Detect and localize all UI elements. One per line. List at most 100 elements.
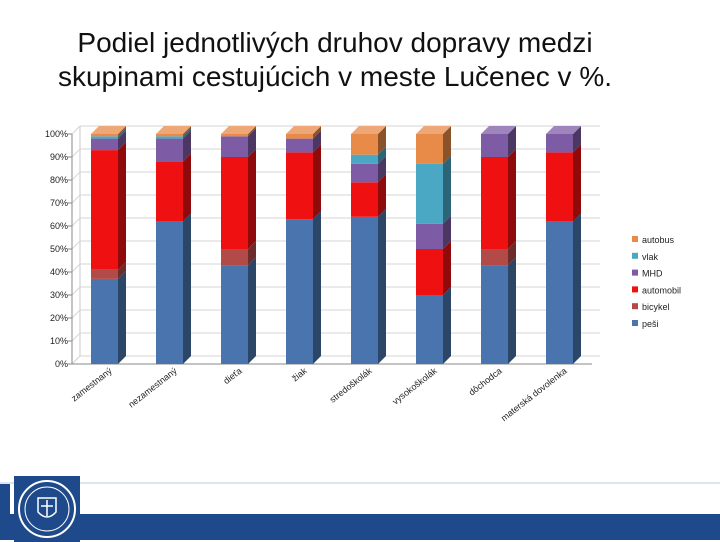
bar-side-autobus <box>313 126 321 139</box>
bar-side-bicykel <box>118 261 126 279</box>
bar-side-MHD <box>183 130 191 162</box>
gridline-depth <box>71 148 81 158</box>
gridline-depth <box>71 332 81 342</box>
bar-side-pesi <box>183 213 191 364</box>
legend-label-autobus: autobus <box>642 235 675 245</box>
bar-side-vlak <box>118 128 126 139</box>
legend-swatch-pesi <box>632 320 638 326</box>
y-tick-label: 60% <box>50 221 68 231</box>
bar-segment-automobil <box>546 152 573 222</box>
bar-segment-MHD <box>156 138 183 162</box>
legend-label-pesi: peši <box>642 319 659 329</box>
gridline-depth <box>71 194 81 204</box>
bar-segment-pesi <box>286 219 313 364</box>
bar-segment-automobil <box>221 157 248 249</box>
bar-side-vlak <box>378 146 386 164</box>
bar-side-pesi <box>508 257 516 364</box>
bar-segment-autobus <box>221 134 248 137</box>
bar-segment-autobus <box>351 134 378 155</box>
bar-segment-bicykel <box>91 269 118 279</box>
legend-label-vlak: vlak <box>642 252 659 262</box>
y-tick-label: 30% <box>50 290 68 300</box>
x-tick-label: dieťa <box>222 366 244 386</box>
gridline-depth <box>71 125 81 135</box>
bar-segment-automobil <box>286 152 313 220</box>
bar-segment-MHD <box>221 136 248 157</box>
bar-side-automobil <box>443 241 451 295</box>
bar-side-automobil <box>183 153 191 222</box>
bar-segment-bicykel <box>221 249 248 266</box>
y-tick-label: 50% <box>50 244 68 254</box>
bar-side-bicykel <box>508 241 516 266</box>
bar-side-vlak <box>443 155 451 224</box>
bar-segment-autobus <box>416 134 443 164</box>
bar-side-MHD <box>378 155 386 183</box>
bar-side-automobil <box>378 174 386 217</box>
bar-side-bicykel <box>248 241 256 266</box>
bar-top-face <box>416 126 451 134</box>
stacked-bar-chart: 0% 10% 20% 30% 40% 50% 60% 70% 80% 90% 100% zamestn… <box>45 125 681 423</box>
y-tick-label: 0% <box>55 359 68 369</box>
y-tick-label: 70% <box>50 198 68 208</box>
bar-side-pesi <box>248 257 256 364</box>
bar-segment-automobil <box>351 182 378 217</box>
bar-side-autobus <box>118 126 126 137</box>
bar-side-vlak <box>183 128 191 139</box>
bar-side-automobil <box>313 144 321 220</box>
gridline-depth <box>71 171 81 181</box>
y-tick-label: 100% <box>45 129 68 139</box>
gridline-depth <box>71 355 81 365</box>
bar-segment-vlak <box>156 136 183 139</box>
bar-side-MHD <box>248 128 256 157</box>
x-tick-label: materská dovolenka <box>499 366 569 423</box>
bar-side-autobus <box>183 126 191 137</box>
footer-line <box>0 482 720 484</box>
x-tick-label: stredoškolák <box>328 365 374 404</box>
legend-label-bicykel: bicykel <box>642 302 670 312</box>
bar-side-MHD <box>508 126 516 157</box>
legend-label-automobil: automobil <box>642 285 681 295</box>
footer-bar <box>0 514 720 540</box>
bar-segment-pesi <box>351 216 378 364</box>
bar-side-MHD <box>313 130 321 153</box>
bar-segment-vlak <box>351 154 378 164</box>
legend-swatch-autobus <box>632 236 638 242</box>
bar-segment-vlak <box>416 163 443 224</box>
title-line-1: Podiel jednotlivých druhov dopravy medzi <box>77 27 593 58</box>
bar-side-pesi <box>443 287 451 364</box>
bar-segment-pesi <box>546 221 573 364</box>
legend-swatch-MHD <box>632 269 638 276</box>
bar-side-MHD <box>573 126 581 153</box>
bar-top-face <box>351 126 386 134</box>
bar-segment-pesi <box>481 265 508 364</box>
y-tick-label: 90% <box>50 152 68 162</box>
bar-segment-autobus <box>286 134 313 139</box>
bar-side-pesi <box>378 208 386 364</box>
x-tick-label: dôchodca <box>467 366 504 398</box>
bar-side-MHD <box>118 130 126 151</box>
bar-side-autobus <box>248 126 256 137</box>
bar-side-MHD <box>443 215 451 249</box>
bar-side-automobil <box>118 142 126 270</box>
x-tick-label: nezamestnaný <box>126 365 179 409</box>
bar-top-face <box>546 126 581 134</box>
x-tick-label: zamestnaný <box>69 365 114 403</box>
floor-edge <box>71 355 600 365</box>
bar-top-face <box>91 126 126 134</box>
bar-top-face <box>156 126 191 134</box>
footer-left-accent <box>0 484 10 540</box>
bar-side-pesi <box>118 270 126 364</box>
bar-segment-MHD <box>91 138 118 151</box>
bar-side-automobil <box>248 149 256 249</box>
bar-segment-autobus <box>156 134 183 137</box>
bar-side-autobus <box>443 126 451 164</box>
y-tick-label: 10% <box>50 336 68 346</box>
bar-segment-automobil <box>156 161 183 222</box>
bar-segment-autobus <box>91 134 118 137</box>
bar-segment-MHD <box>546 134 573 153</box>
bar-segment-MHD <box>481 134 508 157</box>
gridline-depth <box>71 263 81 273</box>
bar-segment-pesi <box>221 265 248 364</box>
bar-segment-automobil <box>91 150 118 270</box>
bar-segment-pesi <box>156 221 183 364</box>
